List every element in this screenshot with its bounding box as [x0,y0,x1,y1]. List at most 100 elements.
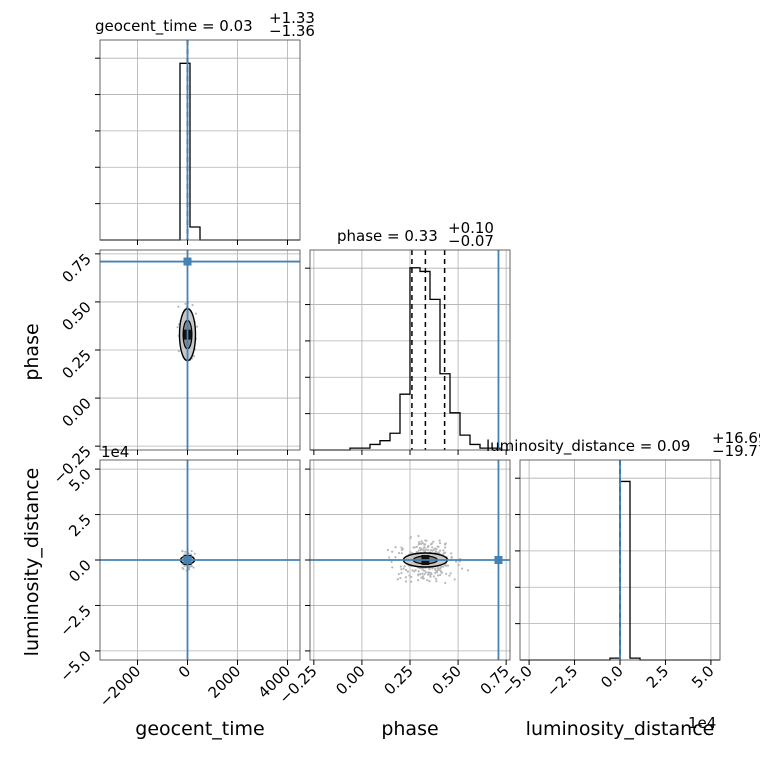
hist-panel-geocent-time [99,39,301,241]
sample-point [184,553,187,556]
sample-point [397,572,400,576]
sample-point [386,548,390,552]
sample-point [430,572,433,576]
sample-point [418,540,421,544]
sample-point [417,543,420,546]
sample-point [466,569,470,572]
sample-point [181,550,184,553]
sample-point [191,303,194,307]
y-tick-label-phase: 0.00 [58,394,94,430]
sample-point [440,565,443,569]
sample-point [444,546,447,549]
sample-point [432,575,435,578]
sample-point [404,576,408,579]
y-tick-label-phase: 0.75 [58,250,94,286]
sample-point [404,568,408,572]
sample-point [436,568,440,571]
sample-point [394,556,397,559]
sample-point [417,574,420,577]
panel-geocent-time-vs-phase [99,249,301,451]
sample-point [399,565,402,568]
sample-point [423,546,426,549]
sample-point [177,349,181,353]
sample-point [403,565,406,568]
sample-point [420,576,423,579]
title-geocent-time-sup: +1.33 [269,9,315,27]
sample-point [400,572,403,575]
sample-point [442,549,445,552]
sample-point [391,566,394,569]
hist-step-geocent-time [100,62,300,241]
y-tick-label-phase: 0.25 [58,346,94,382]
sample-point [421,575,425,578]
sample-point [413,570,416,573]
sample-point [460,567,464,570]
sample-point [436,545,439,548]
sample-point [406,570,409,573]
sample-point [422,549,425,552]
sample-point [417,579,420,582]
title-phase-sub: −0.07 [448,232,494,250]
sample-point [423,573,426,576]
sample-point [415,551,418,554]
y-tick-label-phase: 0.50 [58,298,94,334]
x-tick-label-luminosity-distance: 2.5 [643,662,673,692]
truth-marker [183,257,192,266]
x-tick-label-phase: 0.25 [380,662,416,698]
sample-point [192,566,195,569]
x-tick-label-luminosity-distance: −2.5 [543,662,581,700]
sample-point [192,355,196,358]
sample-point [400,568,403,571]
sample-point [420,540,423,543]
sample-point [443,551,446,555]
sample-point [390,560,393,563]
sample-point [442,565,445,568]
x-tick-label-geocent-time: 0 [175,662,194,681]
sample-point [457,563,460,567]
sample-point [427,573,430,576]
xlabel-geocent-time: geocent_time [135,718,264,740]
sample-point [429,549,432,552]
sample-point [419,573,422,576]
sample-point [404,580,408,583]
sample-point [426,578,429,582]
x-tick-label-geocent-time: −2000 [96,662,145,711]
sample-point [439,573,442,577]
text-layer: geocent_time = 0.03 +1.33 −1.36 phase = … [21,9,760,740]
sample-point [424,539,427,542]
sample-point [396,578,399,581]
sample-point [434,571,437,575]
sample-point [388,556,391,559]
truth-marker [494,556,503,564]
x-tick-label-phase: 0.00 [332,662,368,698]
sample-point [183,565,186,568]
sample-point [190,565,193,568]
sample-point [411,569,414,572]
sample-point [410,575,413,578]
sample-point [417,549,420,552]
sample-point [446,564,450,567]
sample-point [424,571,428,574]
axes-layer: −2000 0 2000 4000−0.25 0.00 0.25 0.50 0.75−5.0−… [50,39,721,711]
sample-point [454,560,458,563]
sample-point [181,566,184,569]
sample-point [176,326,179,329]
sample-point [402,567,405,570]
y-tick-label-luminosity-distance: 2.5 [65,511,95,541]
sample-point [434,577,438,580]
sample-point [188,568,191,571]
sample-point [438,539,441,542]
xlabel-luminosity-distance: luminosity_distance [526,718,715,740]
sample-point [423,569,426,572]
sample-point [449,572,452,575]
ylabel-phase: phase [21,323,43,380]
sample-point [190,550,193,553]
xlabel-phase: phase [381,718,438,740]
sample-point [194,312,198,315]
title-luminosity-distance: luminosity_distance = 0.09 [486,437,690,456]
sample-point [410,580,413,583]
sample-point [432,540,435,543]
sample-point [400,552,403,555]
ylabel-luminosity-distance: luminosity_distance [21,468,43,657]
x-tick-label-geocent-time: 2000 [205,662,245,702]
